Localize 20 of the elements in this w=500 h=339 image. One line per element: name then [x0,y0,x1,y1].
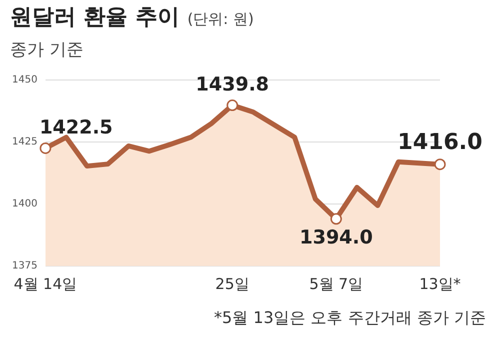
y-tick-label: 1425 [12,136,38,148]
y-tick-label: 1375 [12,260,38,272]
point [434,158,446,170]
chart-title: 원달러 환율 추이 [10,5,180,30]
y-tick-label: 1400 [12,198,38,210]
data-label: 1439.8 [196,74,270,96]
point [330,213,342,225]
point [40,142,52,154]
data-label: 1416.0 [398,130,482,156]
x-tick-label: 4월 14일 [14,274,78,293]
text: *5월 13일은 오후 주간거래 종가 기준 [214,308,486,329]
point [226,100,238,112]
data-label: 1422.5 [39,116,113,139]
data-label: 1394.0 [300,226,373,248]
y-axis-title: (단위: 원) [187,10,254,28]
x-tick-label: 5월 7일 [309,274,364,293]
x-tick-label: 25일 [215,274,250,293]
y-tick-label: 1450 [12,74,38,86]
chart-subtitle: 종가 기준 [10,39,84,61]
x-tick-label: 13일* [419,274,462,293]
